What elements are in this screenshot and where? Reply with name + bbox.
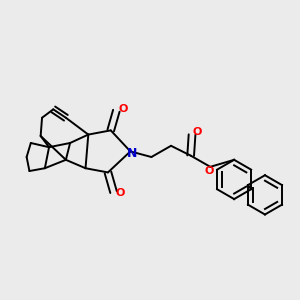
Text: O: O xyxy=(204,166,214,176)
Text: N: N xyxy=(127,147,137,160)
Text: O: O xyxy=(119,104,128,114)
Text: O: O xyxy=(193,127,202,137)
Text: O: O xyxy=(116,188,125,199)
